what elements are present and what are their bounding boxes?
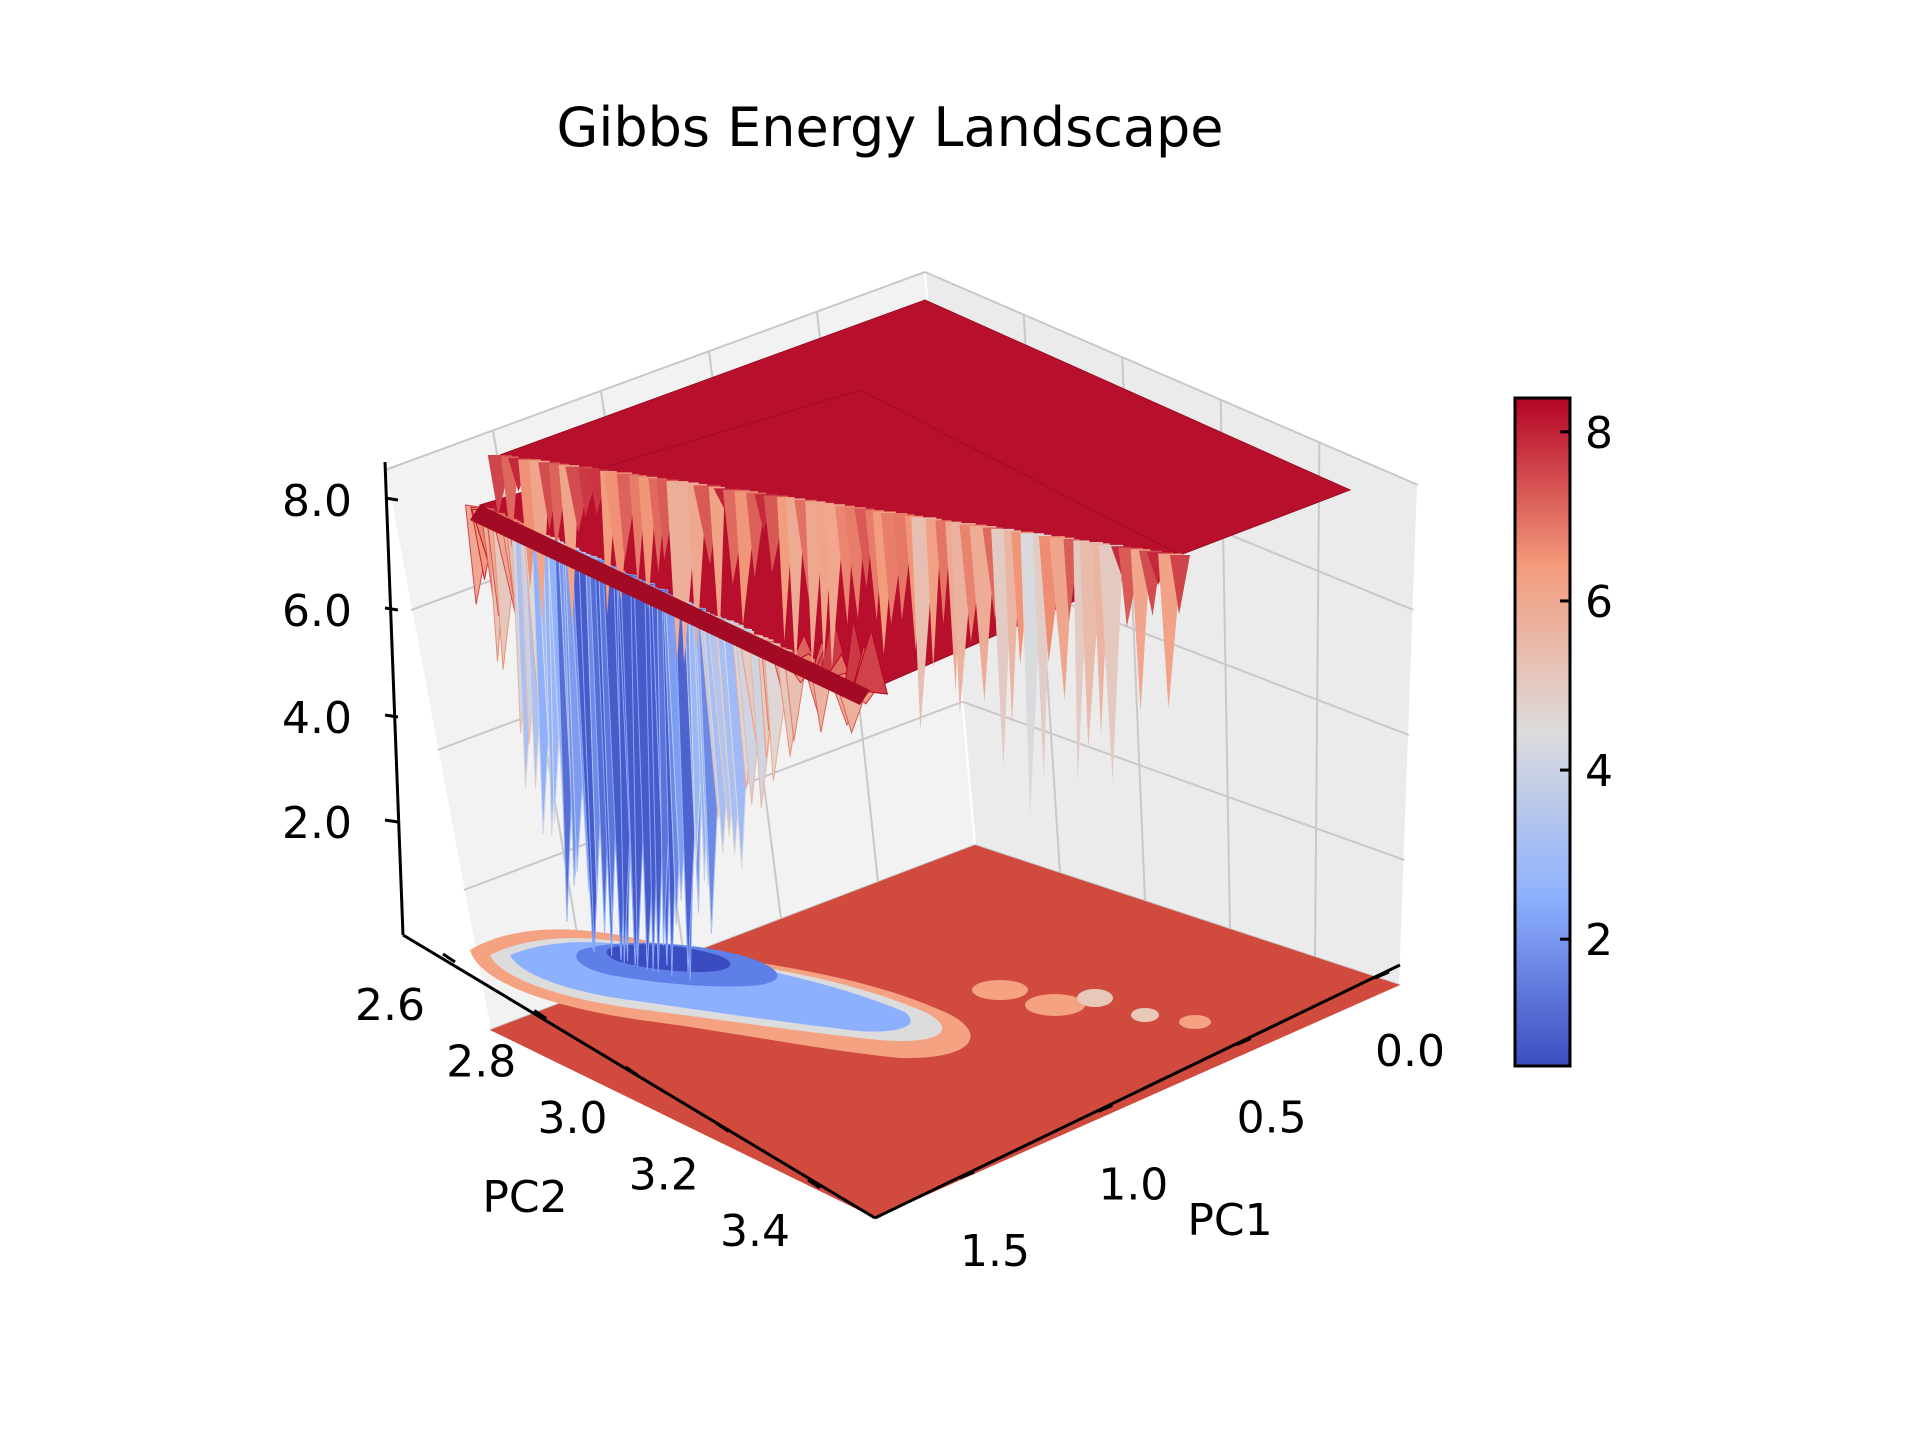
energy-surface <box>464 299 1352 981</box>
x-tick-label: 1.0 <box>1098 1159 1168 1210</box>
contour-island-5 <box>1179 1015 1211 1029</box>
y-axis-label: PC2 <box>482 1172 567 1223</box>
colorbar-tick-label: 6 <box>1585 577 1613 628</box>
y-tick <box>624 1065 639 1077</box>
colorbar-ticks: 2 4 6 8 <box>1560 408 1613 966</box>
colorbar-tick-label: 2 <box>1585 915 1613 966</box>
z-tick <box>384 496 399 502</box>
z-tick-label: 8.0 <box>282 476 352 527</box>
surface-spike <box>1169 555 1191 615</box>
x-tick <box>1097 1103 1113 1113</box>
x-tick <box>1236 1037 1252 1047</box>
surface-spike <box>708 486 725 644</box>
chart-title: Gibbs Energy Landscape <box>556 96 1223 159</box>
surface-spike <box>501 456 519 549</box>
y-tick <box>533 1009 548 1020</box>
colorbar: 2 4 6 8 <box>1513 396 1613 1068</box>
x-tick <box>959 1170 975 1180</box>
contour-island-3 <box>1077 989 1113 1007</box>
axis-ticks: 2.0 4.0 6.0 8.0 2.6 2.8 3.0 3.2 3.4 0.0 0.5 1.0 1.5 <box>282 476 1445 1277</box>
y-tick-label: 3.2 <box>629 1150 699 1201</box>
x-tick-label: 1.5 <box>960 1226 1030 1277</box>
x-tick-label: 0.0 <box>1375 1026 1445 1077</box>
y-tick <box>807 1178 821 1190</box>
z-tick <box>384 713 399 719</box>
colorbar-tick-label: 8 <box>1585 408 1613 459</box>
z-tick-label: 4.0 <box>282 693 352 744</box>
contour-island-4 <box>1131 1008 1159 1022</box>
grid-line-vertical <box>1314 442 1321 958</box>
plateau-edge <box>470 505 870 705</box>
contour-island-1 <box>972 980 1028 1000</box>
y-tick-label: 3.4 <box>720 1206 790 1257</box>
y-tick-label: 3.0 <box>538 1093 608 1144</box>
grid-line-right <box>962 700 1405 861</box>
y-tick-label: 2.6 <box>355 980 425 1031</box>
y-tick-label: 2.8 <box>446 1037 516 1088</box>
surface-spike <box>851 628 889 695</box>
colorbar-tick-label: 4 <box>1585 746 1613 797</box>
x-tick <box>1374 970 1390 980</box>
colorbar-gradient <box>1513 396 1572 1068</box>
surface-spike <box>786 498 806 672</box>
surface-spike <box>925 518 942 670</box>
spike-field <box>464 455 1191 981</box>
z-tick-label: 2.0 <box>282 798 352 849</box>
grid-line-left <box>384 271 926 471</box>
contour-island-2 <box>1025 994 1085 1016</box>
grid-line-right <box>924 271 1419 486</box>
z-tick <box>384 606 399 612</box>
y-tick <box>442 952 456 964</box>
x-axis-label: PC1 <box>1187 1195 1272 1246</box>
z-tick <box>384 818 399 824</box>
z-axis-line <box>383 461 405 936</box>
x-tick-label: 0.5 <box>1237 1093 1307 1144</box>
z-tick-label: 6.0 <box>282 586 352 637</box>
surface-spike <box>1098 544 1124 782</box>
y-tick <box>715 1122 730 1133</box>
surface-spike <box>1130 549 1151 712</box>
y-axis-line <box>402 933 876 1220</box>
